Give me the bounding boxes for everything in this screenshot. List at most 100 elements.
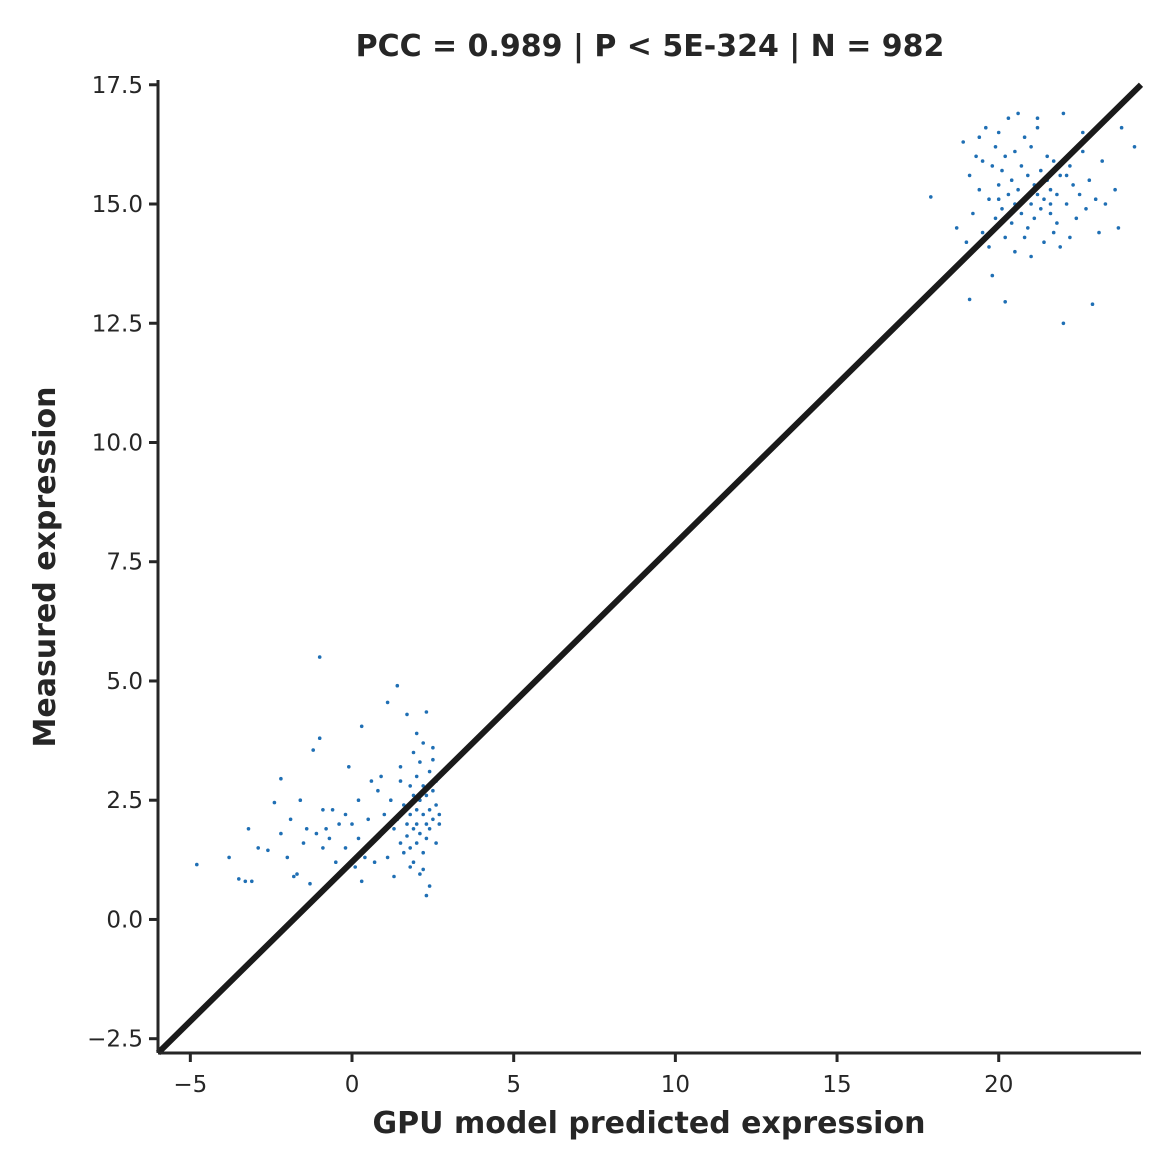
data-point [1103, 202, 1108, 206]
data-point [402, 850, 406, 855]
data-point [1068, 164, 1072, 168]
data-point [301, 841, 306, 845]
data-point [1039, 168, 1043, 173]
y-tick-label: 0.0 [106, 907, 143, 933]
data-point [382, 812, 387, 817]
data-point [398, 765, 403, 769]
data-point [1051, 230, 1056, 235]
data-point [1003, 154, 1007, 159]
data-point [1090, 302, 1095, 307]
data-point [431, 757, 435, 762]
data-point [974, 154, 978, 159]
data-point [1048, 211, 1053, 216]
data-point [434, 803, 438, 807]
data-point [993, 145, 998, 149]
y-tick-label: 17.5 [92, 73, 143, 99]
data-point [431, 817, 435, 822]
data-point [243, 879, 248, 884]
data-point [408, 784, 413, 788]
data-point [980, 159, 985, 163]
data-point [334, 860, 338, 864]
data-point [1019, 164, 1024, 168]
data-point [424, 710, 429, 714]
data-point [279, 776, 283, 781]
data-point [1006, 116, 1011, 120]
data-point [421, 812, 426, 817]
data-point [1055, 221, 1059, 225]
data-point [292, 874, 296, 879]
data-point [279, 831, 283, 836]
data-point [1013, 249, 1017, 254]
data-point [1035, 192, 1040, 197]
data-point [1093, 197, 1098, 201]
data-point [1061, 111, 1066, 116]
data-point [324, 827, 328, 831]
data-point [385, 855, 390, 860]
data-point [1042, 240, 1046, 244]
data-point [395, 683, 400, 688]
data-point [1029, 145, 1033, 149]
data-point [1068, 235, 1072, 240]
data-point [987, 197, 991, 201]
data-point [317, 736, 322, 740]
data-point [1051, 159, 1056, 163]
data-point [418, 872, 422, 876]
data-point [1116, 226, 1121, 230]
data-point [427, 827, 432, 831]
data-point [195, 862, 199, 867]
data-point [250, 879, 254, 884]
data-point [1009, 178, 1014, 182]
data-point [1035, 125, 1040, 130]
data-point [424, 793, 429, 798]
data-point [1019, 211, 1024, 216]
data-point [372, 860, 377, 864]
data-point [431, 788, 435, 793]
data-point [1077, 192, 1082, 197]
data-point [311, 748, 316, 752]
x-tick-label: 5 [506, 1072, 521, 1098]
data-point [437, 822, 442, 826]
data-point [237, 877, 241, 881]
data-point [343, 846, 348, 850]
data-point [1048, 202, 1053, 206]
data-point [1003, 235, 1007, 240]
data-point [414, 774, 419, 779]
data-point [369, 779, 374, 783]
data-point [408, 865, 413, 869]
data-point [967, 297, 972, 302]
data-point [437, 812, 442, 817]
data-point [379, 774, 383, 779]
data-point [424, 836, 429, 841]
y-axis-label: Measured expression [28, 387, 63, 748]
data-point [363, 855, 367, 860]
data-point [996, 197, 1001, 201]
data-point [356, 798, 361, 802]
data-point [1000, 207, 1004, 211]
data-point [434, 841, 438, 845]
y-tick-label: 15.0 [92, 192, 143, 218]
data-point [427, 884, 432, 888]
data-point [405, 822, 409, 826]
data-point [1097, 230, 1101, 235]
data-point [971, 211, 975, 216]
data-point [411, 750, 416, 755]
data-point [1022, 235, 1027, 240]
y-tick-label: 2.5 [106, 788, 143, 814]
data-point [1058, 173, 1062, 178]
data-point [1029, 254, 1033, 259]
data-point [1006, 192, 1011, 197]
data-point [308, 881, 312, 886]
data-point [266, 848, 270, 853]
data-point [414, 822, 419, 826]
y-axis-ticks: −2.5 0.0 2.5 5.0 7.5 10.0 12.5 15.0 17.5 [87, 73, 158, 1053]
data-point [227, 855, 231, 860]
y-tick-label: 10.0 [92, 430, 143, 456]
data-point [996, 130, 1001, 135]
data-point [414, 808, 419, 812]
data-point [256, 846, 261, 850]
data-point [1032, 216, 1037, 221]
data-point [980, 230, 985, 235]
data-point [359, 724, 364, 729]
data-point [1042, 197, 1046, 201]
data-point [990, 164, 995, 168]
